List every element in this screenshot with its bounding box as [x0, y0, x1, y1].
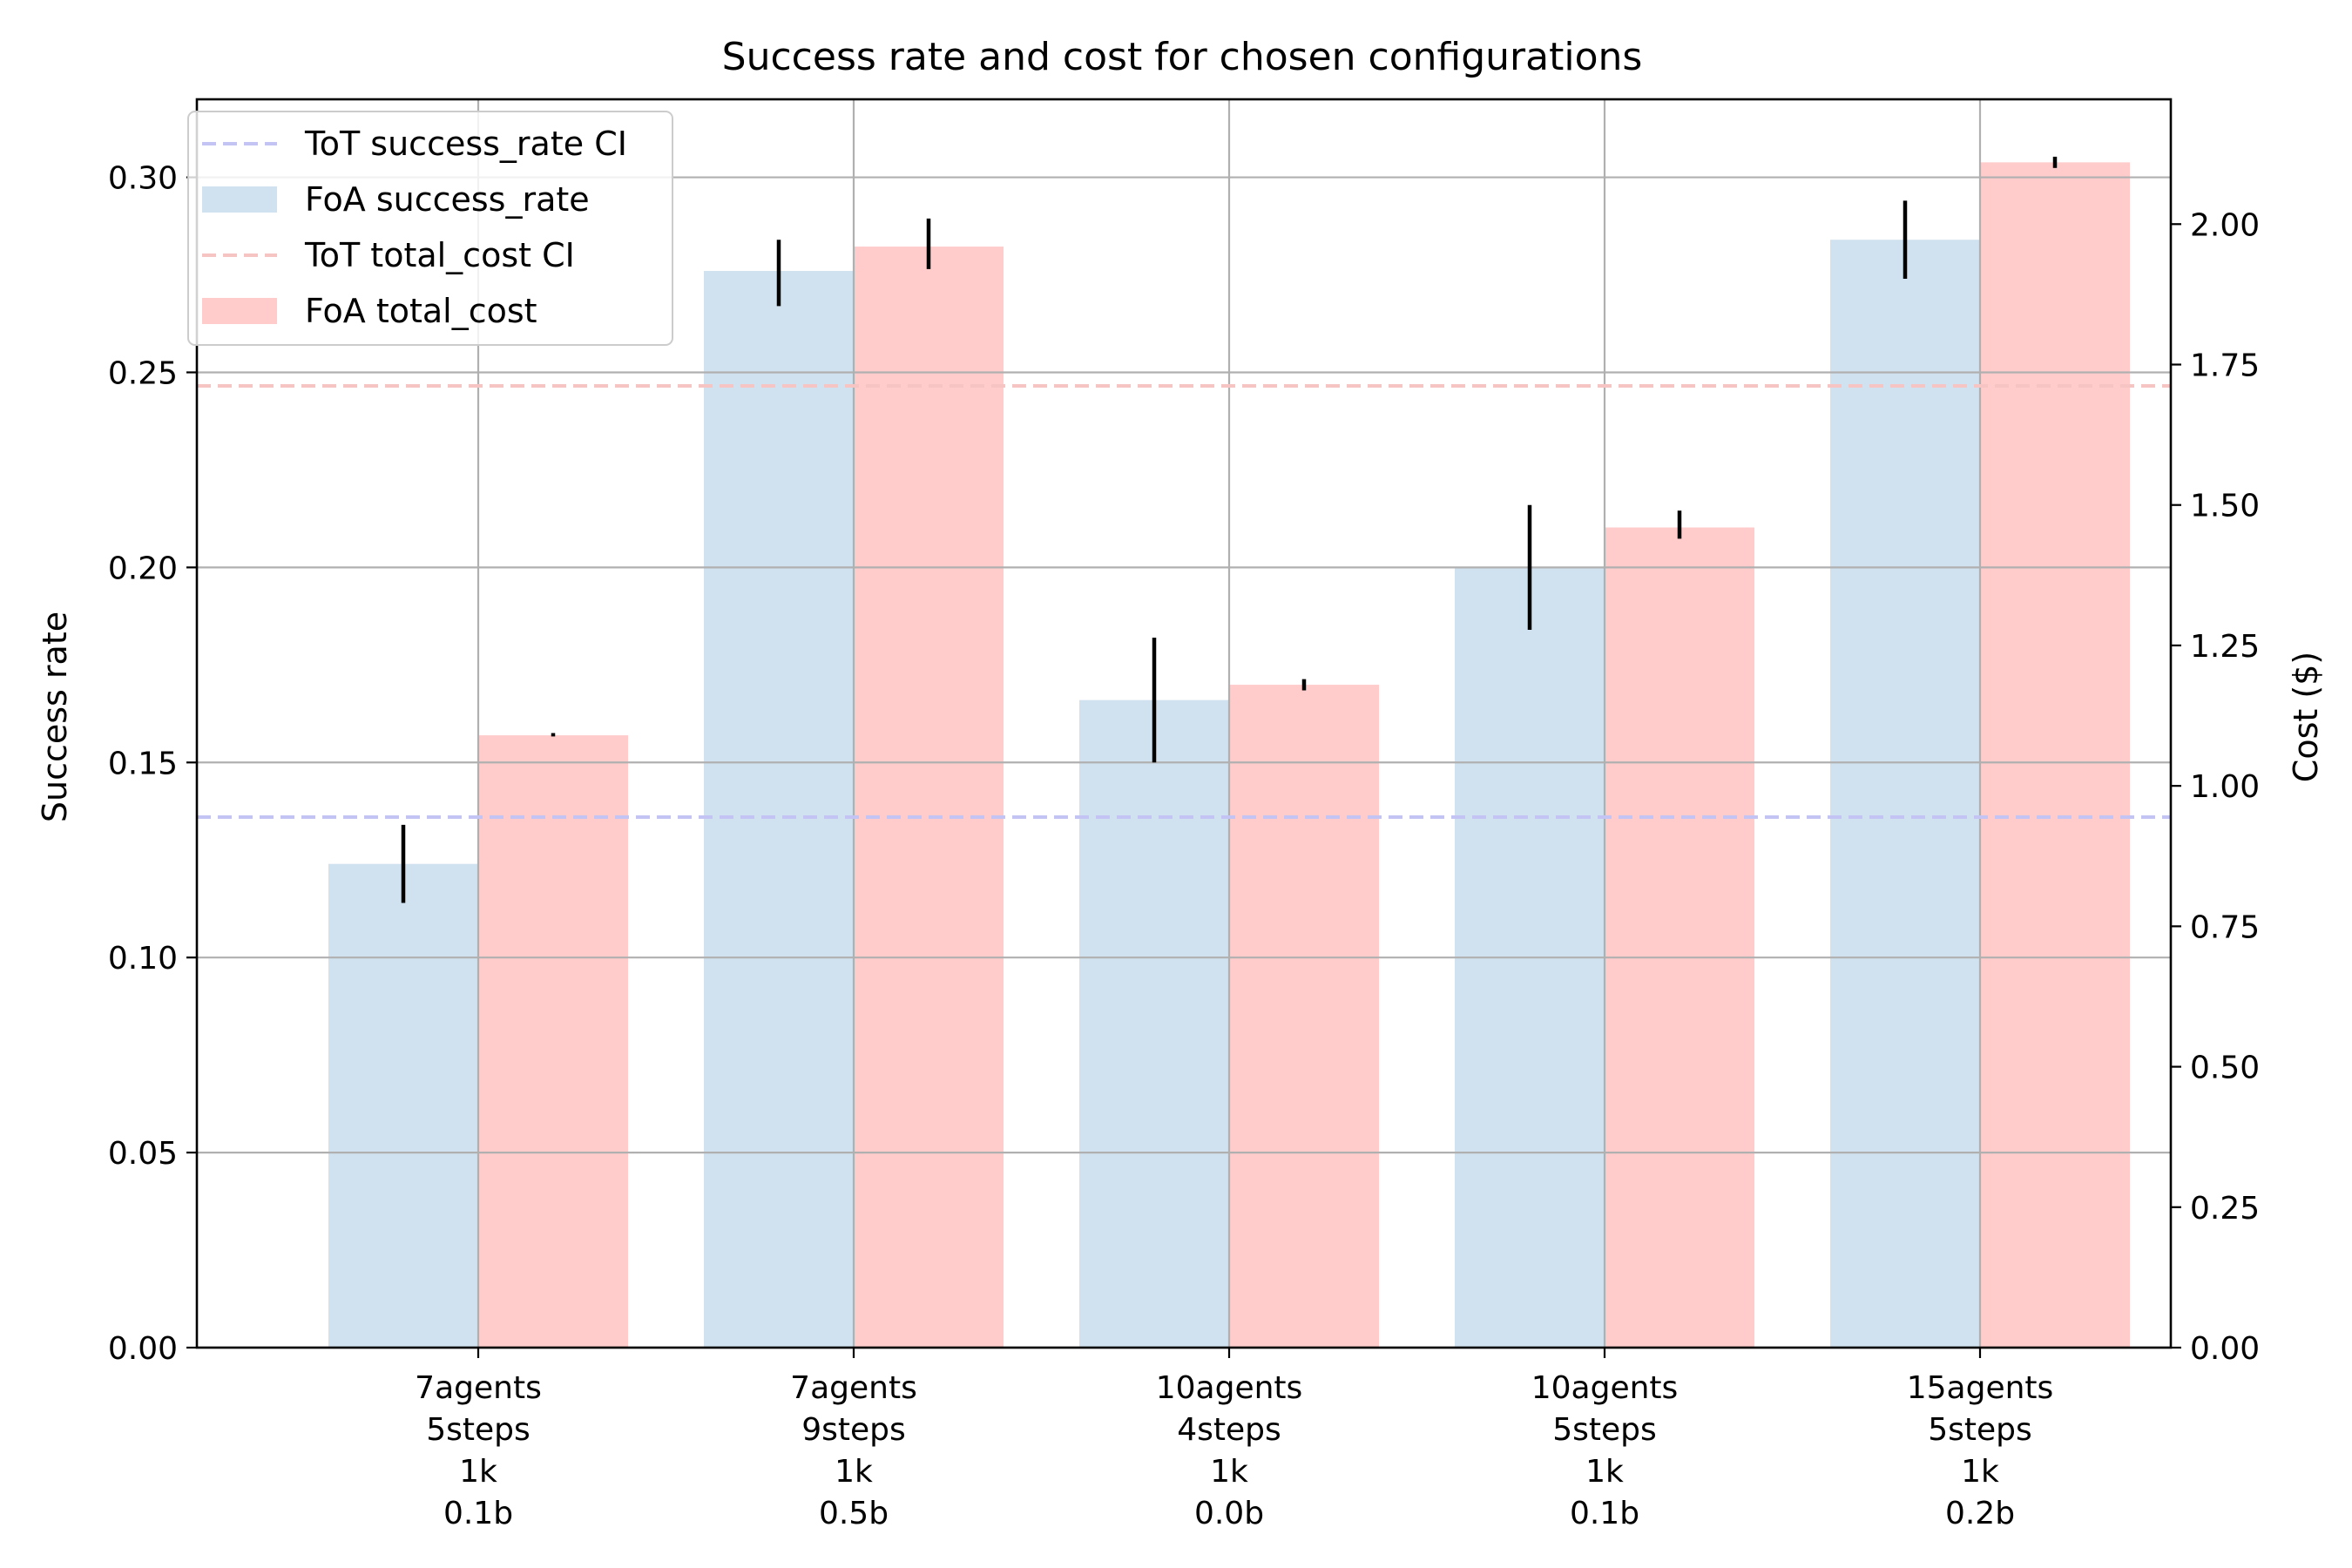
- y-left-tick-label: 0.20: [108, 551, 178, 586]
- bar-success-rate-0: [328, 863, 478, 1348]
- y-right-tick-label: 0.25: [2190, 1191, 2260, 1227]
- bar-success-rate-2: [1079, 700, 1229, 1348]
- y-axis-right-label: Cost ($): [2287, 652, 2325, 782]
- x-tick-label: 1k: [459, 1454, 497, 1490]
- x-tick-label: 7agents: [790, 1370, 917, 1406]
- legend-label: FoA success_rate: [305, 180, 590, 219]
- legend-patch-swatch: [202, 186, 277, 213]
- y-right-tick-label: 1.75: [2190, 348, 2260, 384]
- y-right-tick-label: 0.50: [2190, 1051, 2260, 1086]
- plot-frame: [195, 98, 2173, 1349]
- y-left-tick-label: 0.30: [108, 161, 178, 197]
- y-right-tick-label: 2.00: [2190, 207, 2260, 243]
- x-tick-label: 10agents: [1156, 1370, 1303, 1406]
- x-tick-label: 4steps: [1177, 1412, 1281, 1448]
- bar-total-cost-0: [478, 735, 628, 1348]
- y-right-tick-label: 1.00: [2190, 769, 2260, 805]
- bar-success-rate-4: [1830, 240, 1980, 1348]
- bar-total-cost-3: [1605, 527, 1754, 1348]
- y-axis-left-label: Success rate: [36, 612, 74, 822]
- legend-label: ToT total_cost CI: [304, 236, 575, 274]
- x-tick-label: 10agents: [1531, 1370, 1679, 1406]
- bar-success-rate-1: [704, 271, 854, 1348]
- error-bars-layer: [401, 156, 2058, 903]
- y-left-tick-label: 0.25: [108, 355, 178, 391]
- bar-total-cost-4: [1980, 162, 2130, 1348]
- y-right-tick-label: 1.25: [2190, 629, 2260, 665]
- chart-title: Success rate and cost for chosen configu…: [722, 35, 1643, 79]
- bar-total-cost-1: [854, 247, 1004, 1348]
- legend-patch-swatch: [202, 298, 277, 324]
- x-tick-label: 9steps: [801, 1412, 906, 1448]
- x-tick-label: 0.5b: [819, 1496, 889, 1531]
- y-right-tick-label: 0.00: [2190, 1331, 2260, 1367]
- legend-label: FoA total_cost: [305, 292, 537, 330]
- x-tick-label: 1k: [1210, 1454, 1248, 1490]
- y-left-tick-label: 0.15: [108, 746, 178, 781]
- y-left-tick-label: 0.10: [108, 941, 178, 977]
- x-tick-label: 0.1b: [443, 1496, 513, 1531]
- x-tick-label: 0.2b: [1945, 1496, 2015, 1531]
- x-tick-label: 7agents: [415, 1370, 542, 1406]
- bar-total-cost-2: [1229, 685, 1379, 1348]
- reference-lines-layer: [197, 384, 2171, 819]
- x-tick-label: 1k: [1961, 1454, 1999, 1490]
- x-tick-label: 5steps: [1928, 1412, 2032, 1448]
- legend-label: ToT success_rate CI: [304, 125, 627, 163]
- y-left-tick-label: 0.00: [108, 1331, 178, 1367]
- y-right-tick-label: 0.75: [2190, 909, 2260, 945]
- x-tick-label: 1k: [835, 1454, 873, 1490]
- x-tick-label: 5steps: [1552, 1412, 1657, 1448]
- legend-box: [187, 111, 673, 346]
- x-tick-label: 5steps: [426, 1412, 531, 1448]
- x-tick-label: 0.0b: [1194, 1496, 1264, 1531]
- axes-layer: 0.00 0.05 0.10 0.15 0.20 0.25 0.30 0.00 0.25 0.50…: [108, 98, 2260, 1531]
- y-left-tick-label: 0.05: [108, 1136, 178, 1172]
- x-tick-label: 15agents: [1907, 1370, 2054, 1406]
- x-tick-label: 1k: [1585, 1454, 1624, 1490]
- x-tick-label: 0.1b: [1570, 1496, 1639, 1531]
- legend: ToT success_rate CI FoA success_rate ToT t…: [187, 111, 673, 346]
- y-right-tick-label: 1.50: [2190, 489, 2260, 524]
